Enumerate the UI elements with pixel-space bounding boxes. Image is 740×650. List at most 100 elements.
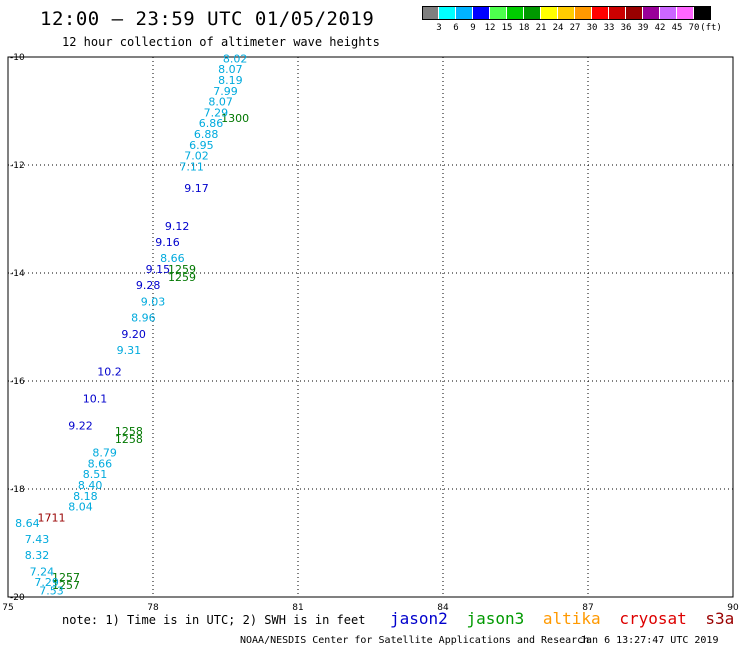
colorbar-label: 30	[586, 23, 598, 33]
data-point-label: 1257	[52, 579, 80, 592]
colorbar-label: 36	[620, 23, 632, 33]
data-point-label: 1259	[168, 263, 196, 276]
data-point-label: 9.15	[146, 263, 171, 276]
data-point-label: 7.24	[30, 565, 55, 578]
data-point-label: 1257	[52, 571, 80, 584]
data-point-label: 8.19	[218, 74, 243, 87]
colorbar-label: 18	[518, 23, 530, 33]
data-point-label: 6.88	[194, 128, 219, 141]
x-tick-label: 87	[582, 603, 593, 613]
colorbar-label: 24	[552, 23, 564, 33]
colorbar-swatch	[473, 6, 489, 20]
colorbar-swatch	[558, 6, 574, 20]
data-point-label: 8.04	[68, 501, 93, 514]
y-tick-label: -12	[10, 161, 25, 171]
data-point-label: 8.02	[223, 52, 248, 65]
data-point-label: 8.32	[25, 549, 50, 562]
data-point-label: 8.07	[218, 63, 243, 76]
colorbar-label: 15	[501, 23, 513, 33]
colorbar-label: 33	[603, 23, 615, 33]
data-point-label: 8.66	[160, 252, 185, 265]
colorbar-label: 39	[637, 23, 649, 33]
colorbar-swatch	[677, 6, 693, 20]
data-point-label: 10.2	[97, 366, 122, 379]
colorbar-label: 45	[671, 23, 683, 33]
data-point-label: 8.66	[88, 457, 113, 470]
colorbar-swatch	[439, 6, 455, 20]
y-tick-label: -10	[10, 53, 25, 63]
colorbar-swatch	[592, 6, 608, 20]
data-point-label: 7.53	[39, 584, 64, 597]
plot-frame	[7, 56, 734, 598]
y-tick-label: -20	[10, 593, 25, 603]
colorbar-label: 27	[569, 23, 581, 33]
data-point-label: 1258	[115, 433, 143, 446]
data-point-label: 6.95	[189, 139, 214, 152]
legend-s3a: s3a	[705, 609, 735, 628]
generated-timestamp: Jan 6 13:27:47 UTC 2019	[580, 635, 719, 646]
x-tick-label: 81	[292, 603, 303, 613]
y-tick-label: -16	[10, 377, 25, 387]
data-point-label: 8.96	[131, 312, 156, 325]
data-point-label: 9.20	[121, 328, 146, 341]
data-point-label: 7.02	[184, 150, 209, 163]
colorbar-label: 70	[688, 23, 700, 33]
data-point-label: 6.86	[199, 117, 224, 130]
colorbar-label: (ft)	[700, 23, 722, 33]
data-point-label: 7.43	[25, 533, 50, 546]
data-point-label: 9.16	[155, 236, 180, 249]
data-point-label: 1258	[115, 425, 143, 438]
data-point-label: 7.11	[179, 160, 204, 173]
data-point-label: 9.03	[141, 295, 166, 308]
data-point-label: 8.40	[78, 479, 103, 492]
colorbar-label: 6	[453, 23, 459, 33]
colorbar-swatch	[575, 6, 591, 20]
colorbar-label: 9	[470, 23, 476, 33]
data-point-label: 8.79	[92, 447, 117, 460]
colorbar-swatch	[660, 6, 676, 20]
colorbar-label: 12	[484, 23, 496, 33]
data-point-label: 1711	[38, 511, 66, 524]
colorbar-label: 21	[535, 23, 547, 33]
colorbar-swatch	[422, 6, 438, 20]
colorbar-swatch	[643, 6, 659, 20]
x-tick-label: 90	[727, 603, 739, 613]
data-point-label: 8.64	[15, 517, 40, 530]
x-tick-label: 75	[2, 603, 13, 613]
legend-jason2: jason2	[390, 609, 448, 628]
legend-jason3: jason3	[466, 609, 525, 628]
data-point-label: 7.99	[213, 85, 238, 98]
chart-title: 12:00 – 23:59 UTC 01/05/2019	[40, 8, 375, 30]
x-tick-label: 84	[437, 603, 449, 613]
chart-subtitle: 12 hour collection of altimeter wave hei…	[62, 35, 380, 49]
colorbar-swatch	[524, 6, 540, 20]
data-point-label: 9.22	[68, 420, 93, 433]
data-point-label: 9.12	[165, 220, 190, 233]
colorbar-label: 3	[436, 23, 442, 33]
footer-note: note: 1) Time is in UTC; 2) SWH is in fe…	[62, 613, 366, 627]
colorbar-label: 42	[654, 23, 666, 33]
colorbar-swatch	[694, 6, 710, 20]
data-point-label: 10.1	[83, 393, 108, 406]
data-point-label: 8.51	[83, 468, 108, 481]
x-tick-label: 78	[147, 603, 159, 613]
legend-cryosat: cryosat	[619, 609, 687, 628]
colorbar-swatch	[609, 6, 625, 20]
colorbar-swatch	[490, 6, 506, 20]
data-point-label: 8.07	[208, 96, 233, 109]
data-point-label: 9.17	[184, 182, 209, 195]
y-tick-label: -18	[10, 485, 25, 495]
data-point-label: 1259	[168, 271, 196, 284]
data-point-label: 8.18	[73, 490, 98, 503]
data-point-label: 7.29	[34, 576, 59, 589]
colorbar-swatch	[456, 6, 472, 20]
colorbar-swatch	[541, 6, 557, 20]
credit-text: NOAA/NESDIS Center for Satellite Applica…	[240, 635, 590, 646]
data-point-label: 9.31	[117, 344, 142, 357]
data-point-label: 7.29	[204, 106, 229, 119]
legend-altika: altika	[542, 609, 601, 628]
y-tick-label: -14	[10, 269, 25, 279]
data-point-label: 9.28	[136, 279, 161, 292]
satellite-legend: jason2 jason3 altika cryosat s3a	[390, 609, 740, 628]
